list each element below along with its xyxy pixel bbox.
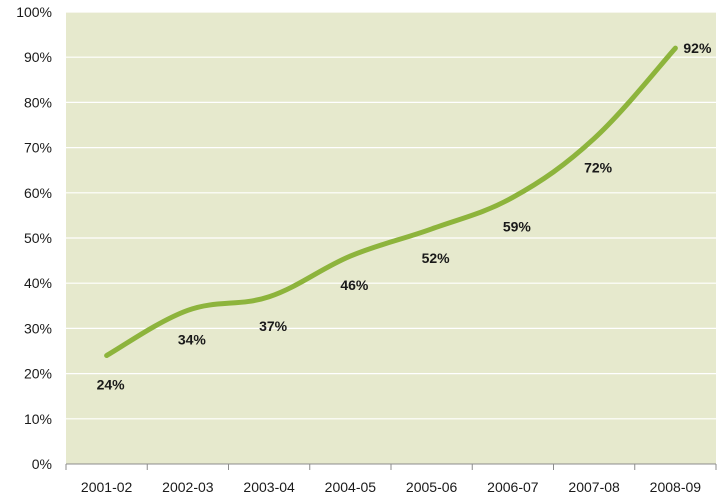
y-axis: 0% 10% 20% 30% 40% 50% 60% 70% 80% 90% 100% (16, 4, 52, 472)
data-label: 72% (584, 160, 613, 176)
gridlines (66, 11, 716, 420)
data-label: 34% (178, 331, 207, 347)
x-tick-label: 2005-06 (406, 479, 458, 495)
y-tick-label: 10% (24, 411, 52, 427)
y-tick-label: 80% (24, 94, 52, 110)
y-tick-label: 20% (24, 366, 52, 382)
data-label: 24% (97, 377, 126, 393)
data-label: 52% (422, 250, 451, 266)
y-tick-label: 100% (16, 4, 52, 20)
data-labels: 24% 34% 37% 46% 52% 59% 72% 92% (97, 40, 712, 392)
y-tick-label: 90% (24, 49, 52, 65)
series-line (104, 45, 678, 359)
x-tick-label: 2001-02 (81, 479, 133, 495)
y-tick-label: 0% (32, 456, 52, 472)
x-tick-label: 2006-07 (487, 479, 539, 495)
data-label: 37% (259, 318, 288, 334)
y-tick-label: 50% (24, 230, 52, 246)
x-tick-label: 2002-03 (162, 479, 214, 495)
x-axis: 2001-02 2002-03 2003-04 2004-05 2005-06 2006-… (65, 463, 717, 495)
x-tick-label: 2003-04 (243, 479, 295, 495)
data-label: 92% (683, 40, 712, 56)
x-tick-label: 2007-08 (568, 479, 620, 495)
y-tick-label: 40% (24, 275, 52, 291)
x-tick-label: 2008-09 (650, 479, 702, 495)
y-tick-label: 30% (24, 320, 52, 336)
x-tick-label: 2004-05 (325, 479, 377, 495)
y-tick-label: 60% (24, 185, 52, 201)
y-tick-label: 70% (24, 140, 52, 156)
data-label: 59% (503, 218, 532, 234)
data-label: 46% (340, 277, 369, 293)
